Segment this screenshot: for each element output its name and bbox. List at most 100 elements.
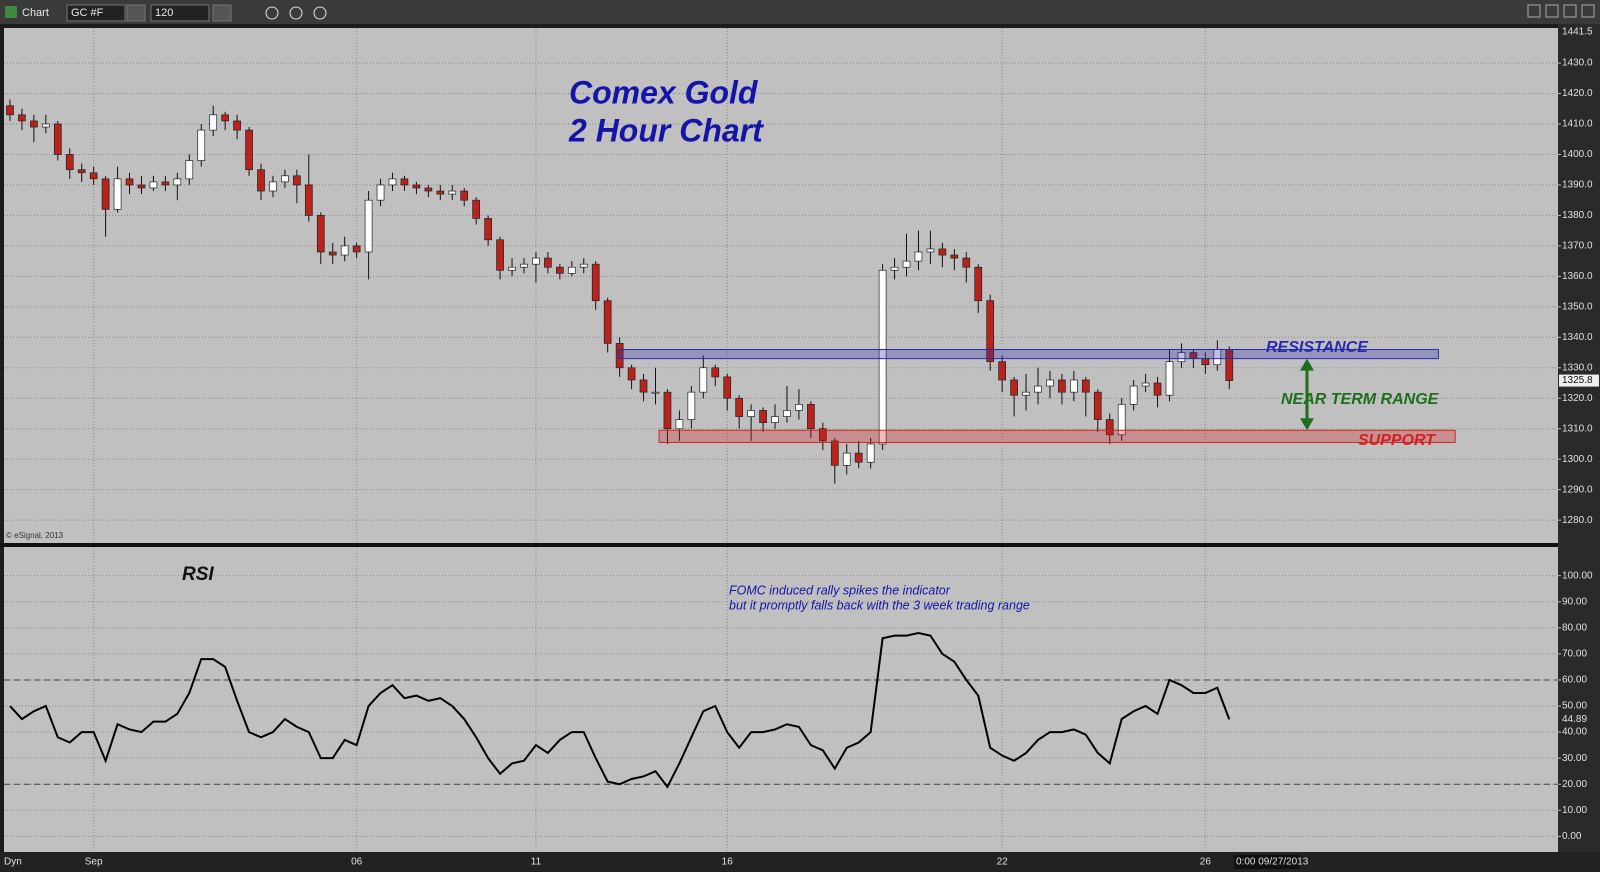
y-tick-label: 100.00: [1562, 570, 1593, 581]
y-tick-label: 30.00: [1562, 753, 1587, 764]
candle-body: [687, 391, 696, 420]
candle-body: [878, 269, 887, 445]
axis-top-label: 1441.5: [1562, 27, 1593, 38]
candle-body: [615, 343, 624, 369]
candle-body: [77, 169, 86, 174]
cursor-box: [1234, 855, 1300, 869]
candle-body: [352, 245, 361, 253]
y-tick-label: 70.00: [1562, 649, 1587, 660]
y-tick-label: 90.00: [1562, 596, 1587, 607]
candle-body: [424, 187, 433, 192]
candle-body: [1081, 379, 1090, 393]
candle-body: [472, 199, 481, 219]
y-tick-label: 0.00: [1562, 831, 1582, 842]
x-tick-label: 22: [997, 857, 1009, 868]
candle-body: [627, 367, 636, 381]
zone-label: SUPPORT: [1358, 432, 1436, 449]
interval[interactable]: 120: [155, 7, 173, 19]
panel-separator: [0, 543, 1600, 547]
candle-body: [161, 181, 170, 186]
candle-body: [711, 367, 720, 378]
candle-body: [759, 410, 767, 423]
candle-body: [53, 123, 62, 155]
candle-body: [830, 440, 839, 466]
candle-body: [1153, 382, 1162, 396]
candle-body: [376, 184, 385, 201]
candle-body: [639, 379, 648, 393]
candle-body: [233, 120, 241, 131]
zone: [617, 348, 1439, 360]
candle-body: [269, 181, 277, 192]
candle-body: [974, 266, 983, 302]
arrow-head: [1300, 358, 1314, 371]
candle-body: [807, 403, 815, 430]
candle-body: [902, 260, 911, 268]
candle-body: [508, 266, 516, 271]
candle-body: [986, 300, 995, 363]
window-button[interactable]: [1581, 4, 1595, 18]
candle-body: [603, 300, 612, 344]
window-button[interactable]: [1545, 4, 1559, 18]
tool-icon[interactable]: [289, 6, 303, 20]
candle-body: [1177, 352, 1186, 363]
candle-body: [65, 154, 74, 171]
candle-body: [316, 215, 325, 253]
candle-body: [281, 175, 289, 183]
chart-title: Comex Gold: [569, 74, 759, 110]
y-axis-strip: [1558, 24, 1600, 854]
tool-icon[interactable]: [265, 6, 279, 20]
candle-body: [735, 397, 744, 417]
candle-body: [257, 169, 265, 192]
candle-body: [854, 452, 863, 463]
symbol-button[interactable]: [126, 4, 146, 22]
app-icon: [5, 6, 17, 18]
y-tick-label: 1400.0: [1562, 149, 1593, 160]
candle-body: [1165, 361, 1174, 396]
symbol[interactable]: GC #F: [71, 7, 104, 19]
y-tick-label: 1340.0: [1562, 332, 1593, 343]
interval-box[interactable]: [150, 4, 210, 22]
candle-body: [448, 190, 457, 195]
symbol-box[interactable]: [66, 4, 126, 22]
candle-body: [18, 114, 26, 122]
window-button[interactable]: [1527, 4, 1541, 18]
candle-body: [436, 190, 445, 195]
candle-body: [723, 376, 732, 399]
candle-body: [293, 175, 301, 186]
window-button[interactable]: [1563, 4, 1577, 18]
candle-body: [938, 248, 947, 256]
candle-body: [221, 114, 229, 122]
y-tick-label: 80.00: [1562, 622, 1587, 633]
y-tick-label: 1290.0: [1562, 484, 1593, 495]
interval-button[interactable]: [212, 4, 232, 22]
candle-body: [209, 114, 218, 131]
candle-body: [30, 120, 38, 128]
last-value: 44.89: [1562, 714, 1587, 725]
candle-body: [520, 263, 528, 268]
candle-body: [197, 129, 206, 161]
candle-body: [89, 172, 98, 180]
candle-body: [1141, 382, 1150, 387]
candle-body: [1129, 385, 1138, 405]
candle-body: [496, 239, 504, 271]
candle-body: [962, 257, 971, 268]
candle-body: [1070, 379, 1078, 393]
plot-marks: Sep 06 11 16 22 26 1280.0 1290.0 1300.0 1310.0 132…: [4, 27, 1599, 868]
candle-body: [818, 428, 827, 442]
x-tick-label: 06: [351, 857, 363, 868]
candle-body: [651, 391, 660, 394]
y-tick-label: 1280.0: [1562, 515, 1593, 526]
candle-body: [1034, 385, 1042, 393]
tool-icon[interactable]: [313, 6, 327, 20]
candle-body: [137, 184, 146, 189]
candle-body: [113, 178, 122, 210]
y-tick-label: 1370.0: [1562, 241, 1593, 252]
candle-body: [185, 160, 194, 180]
candle-body: [1093, 391, 1102, 420]
chart-subtitle: 2 Hour Chart: [568, 112, 764, 148]
arrow-head: [1300, 418, 1314, 431]
candle-body: [41, 123, 50, 128]
y-tick-label: 1330.0: [1562, 362, 1593, 373]
candle-body: [950, 254, 959, 259]
candle-body: [591, 263, 600, 302]
